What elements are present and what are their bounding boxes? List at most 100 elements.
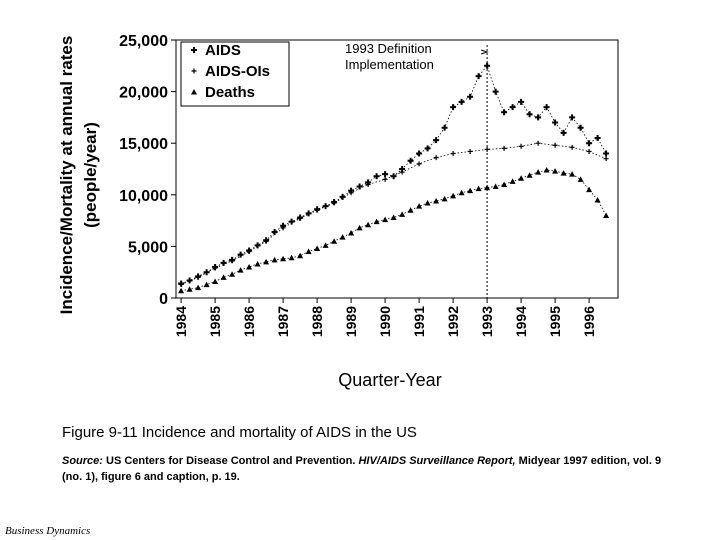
deaths-point bbox=[365, 221, 372, 228]
deaths-point bbox=[433, 197, 440, 204]
y-axis-label-line1: Incidence/Mortality at annual rates bbox=[57, 36, 76, 315]
deaths-point bbox=[382, 216, 389, 223]
aids-point bbox=[501, 109, 508, 116]
deaths-point bbox=[416, 203, 423, 209]
aids-point bbox=[288, 218, 295, 225]
aids-point bbox=[543, 104, 550, 111]
aids-ois-point bbox=[297, 216, 303, 222]
aids-ois-point bbox=[191, 68, 197, 74]
aids-point bbox=[577, 124, 584, 131]
x-axis-ticks: 1984 1985 1986 1987 1988 1989 1990 1991 1992 1993… bbox=[173, 298, 597, 337]
aids-point bbox=[390, 173, 397, 180]
deaths-point bbox=[297, 252, 304, 259]
x-tick-label: 1989 bbox=[343, 306, 359, 337]
deaths-point bbox=[518, 175, 525, 181]
x-tick-label: 1984 bbox=[173, 306, 189, 337]
deaths-point bbox=[467, 187, 474, 194]
aids-ois-point bbox=[280, 225, 286, 231]
aids-point bbox=[271, 228, 278, 235]
source-text-2: Midyear 1997 edition, vol. 9 (no. 1), fi… bbox=[62, 455, 662, 483]
aids-ois-point bbox=[603, 156, 609, 162]
deaths-point bbox=[356, 224, 363, 231]
legend-item: AIDS-OIs bbox=[191, 63, 270, 80]
x-tick-label: 1990 bbox=[377, 306, 393, 337]
aids-point bbox=[416, 150, 423, 157]
aids-point bbox=[586, 140, 593, 147]
aids-ois-point bbox=[586, 148, 592, 154]
aids-ois-point bbox=[518, 143, 524, 149]
aids-ois-point bbox=[416, 161, 422, 167]
footer-label: Business Dynamics bbox=[5, 525, 91, 537]
figure-caption: Figure 9-11 Incidence and mortality of A… bbox=[62, 424, 417, 441]
deaths-point bbox=[229, 271, 236, 277]
aids-point bbox=[237, 251, 244, 258]
deaths-point bbox=[254, 260, 261, 267]
aids-ois-point bbox=[331, 200, 337, 206]
deaths-point bbox=[501, 181, 508, 187]
y-tick-label: 5,000 bbox=[128, 239, 168, 256]
deaths-point bbox=[424, 200, 431, 206]
annotation-line1: 1993 Definition bbox=[345, 41, 432, 56]
aids-ois-point bbox=[535, 140, 541, 146]
deaths-point bbox=[195, 284, 202, 291]
legend-box bbox=[180, 41, 290, 107]
y-axis-label-line2: (people/year) bbox=[81, 122, 100, 228]
aids-ois-point bbox=[314, 207, 320, 213]
deaths-point bbox=[263, 258, 270, 265]
aids-ois-point bbox=[212, 265, 218, 271]
deaths-point bbox=[178, 287, 185, 294]
deaths-point bbox=[399, 211, 406, 217]
aids-ois-point bbox=[484, 146, 490, 152]
deaths-point bbox=[450, 192, 457, 199]
y-tick-label: 0 bbox=[159, 291, 168, 308]
deaths-point bbox=[237, 267, 244, 273]
aids-ois-point bbox=[467, 148, 473, 154]
deaths-point bbox=[552, 168, 559, 174]
source-report: HIV/AIDS Surveillance Report, bbox=[358, 455, 516, 467]
aids-ois-point bbox=[229, 258, 235, 264]
deaths-point bbox=[339, 234, 346, 240]
deaths-point bbox=[191, 89, 197, 95]
deaths-point bbox=[305, 248, 312, 255]
aids-ois-point bbox=[569, 144, 575, 150]
x-tick-label: 1992 bbox=[445, 306, 461, 337]
x-tick-label: 1987 bbox=[275, 306, 291, 337]
y-tick-label: 10,000 bbox=[119, 188, 168, 205]
deaths-point bbox=[322, 242, 329, 248]
deaths-point bbox=[280, 255, 287, 262]
deaths-point bbox=[492, 183, 499, 190]
deaths-point bbox=[509, 178, 516, 184]
aids-point bbox=[203, 269, 210, 276]
aids-ois-point bbox=[348, 190, 354, 196]
aids-point bbox=[450, 104, 457, 111]
x-tick-label: 1995 bbox=[547, 306, 563, 337]
aids-point bbox=[467, 93, 474, 100]
deaths-point bbox=[594, 196, 601, 203]
deaths-point bbox=[390, 214, 397, 221]
y-tick-label: 20,000 bbox=[119, 85, 168, 102]
deaths-point bbox=[288, 254, 295, 261]
deaths-point bbox=[271, 256, 278, 263]
x-tick-label: 1996 bbox=[581, 306, 597, 337]
deaths-point bbox=[543, 167, 550, 173]
legend: AIDS AIDS-OIs Deaths bbox=[180, 41, 290, 107]
deaths-point bbox=[526, 172, 533, 178]
deaths-point bbox=[441, 195, 448, 202]
aids-ois-point bbox=[246, 249, 252, 255]
deaths-point bbox=[331, 238, 338, 244]
aids-ois-point bbox=[399, 169, 405, 175]
source-note: Source: US Centers for Disease Control a… bbox=[62, 453, 662, 485]
annotation-line2: Implementation bbox=[345, 57, 434, 72]
annotation-arrow bbox=[480, 49, 489, 55]
y-tick-label: 25,000 bbox=[119, 33, 168, 50]
x-tick-label: 1993 bbox=[479, 306, 495, 337]
aids-point bbox=[373, 173, 380, 180]
aids-ois-point bbox=[552, 142, 558, 148]
aids-point bbox=[594, 135, 601, 142]
aids-point bbox=[475, 73, 482, 80]
deaths-point bbox=[348, 229, 355, 236]
deaths-point bbox=[246, 264, 253, 270]
legend-item: Deaths bbox=[191, 84, 255, 101]
aids-ois-point bbox=[365, 181, 371, 187]
legend-label: AIDS bbox=[205, 42, 241, 59]
